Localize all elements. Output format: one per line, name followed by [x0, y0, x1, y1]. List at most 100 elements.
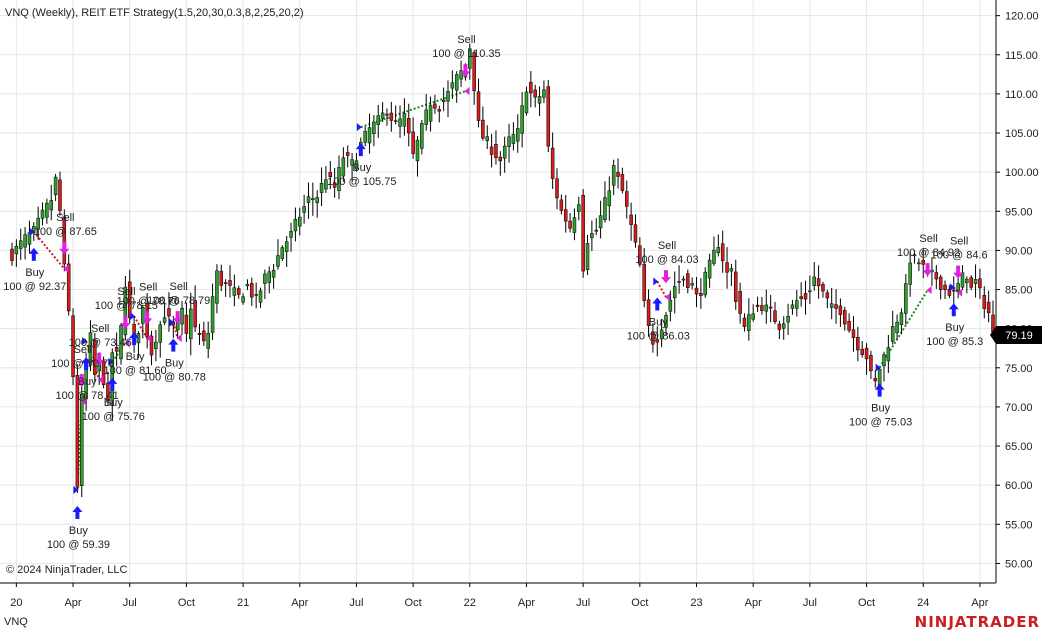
candle-body-up [119, 325, 123, 360]
candle-body-up [280, 247, 285, 259]
y-axis[interactable]: 50.0055.0060.0065.0070.0075.0080.0085.00… [996, 11, 1039, 571]
sell-price-label: 100 @ 84.03 [635, 254, 698, 266]
candle [158, 320, 162, 358]
candle-body-up [341, 157, 346, 177]
candle-body-down [202, 330, 206, 342]
buy-arrow-icon [355, 143, 366, 157]
candle-body-up [180, 307, 184, 325]
y-tick-label: 55.00 [1005, 519, 1033, 531]
candle-body-up [162, 317, 167, 323]
sell-label: Sell [170, 281, 188, 293]
candle-body-up [446, 91, 450, 102]
candle-body-up [154, 341, 158, 350]
candle-body-up [14, 245, 19, 255]
candle-body-up [298, 216, 302, 227]
candle-body-up [289, 231, 293, 238]
sell-label: Sell [457, 34, 475, 46]
buy-arrow-icon [107, 377, 118, 391]
candle [864, 343, 869, 375]
exit-marker-icon [124, 339, 130, 348]
y-tick-label: 60.00 [1005, 480, 1033, 492]
x-tick-label: Jul [123, 597, 137, 609]
candle-body-down [860, 348, 864, 356]
candle [668, 290, 673, 322]
candle [659, 318, 664, 348]
candle [36, 206, 40, 240]
candle [577, 196, 581, 221]
candle [978, 268, 982, 299]
buy-price-label: 100 @ 85.3 [926, 336, 983, 348]
candle-body-up [206, 333, 210, 349]
candle-body-up [337, 167, 341, 191]
x-tick-label: 24 [917, 597, 929, 609]
buy-arrow-icon [652, 297, 663, 311]
sell-arrow-icon [922, 263, 933, 277]
trade-connector-line [656, 280, 667, 298]
candle [716, 234, 721, 257]
candle [337, 155, 341, 200]
candle [882, 351, 886, 382]
candle-body-up [890, 326, 895, 342]
y-tick-label: 95.00 [1005, 206, 1033, 218]
candle-body-up [703, 271, 707, 296]
candle-body-down [803, 293, 808, 300]
sell-price-label: 100 @ 70.76 [51, 358, 114, 370]
candle-body-up [808, 290, 812, 293]
exit-marker-icon [957, 288, 963, 297]
candle [886, 334, 891, 373]
candle-body-down [193, 300, 197, 328]
x-axis[interactable]: 20 Apr Jul Oct 21 Apr Jul Oct 22 Apr Jul Oct 23 Apr Ju… [10, 583, 989, 609]
candle-body-up [311, 198, 315, 200]
candle [167, 292, 171, 332]
candle [393, 105, 398, 125]
candle [899, 308, 904, 335]
candle-body-up [415, 139, 420, 162]
candle [450, 70, 455, 99]
candle [546, 80, 551, 153]
candle [681, 275, 686, 287]
candle-body-up [659, 329, 664, 340]
candle-body-up [376, 115, 380, 125]
entry-marker-icon [29, 227, 35, 236]
candle [734, 259, 738, 310]
trade-connector-line [952, 286, 959, 294]
candle-body-down [254, 294, 258, 296]
y-tick-label: 90.00 [1005, 245, 1033, 257]
candle [516, 114, 520, 153]
candle-body-down [66, 263, 71, 312]
candle-body-down [228, 280, 232, 286]
candle [149, 330, 154, 366]
candle-body-up [367, 127, 372, 144]
candle-body-up [245, 284, 250, 287]
candle [529, 70, 533, 108]
candle [773, 301, 777, 325]
candle-body-down [760, 305, 764, 311]
candle [934, 265, 939, 289]
candle-body-down [938, 276, 943, 291]
candle [816, 265, 821, 299]
candle [293, 207, 298, 242]
candle-body-down [986, 301, 991, 314]
candle [14, 239, 19, 267]
candle-body-down [742, 317, 747, 327]
x-tick-label: Oct [858, 597, 875, 609]
candle-body-up [908, 262, 912, 285]
buy-price-label: 100 @ 75.76 [82, 411, 145, 423]
candle [707, 253, 712, 288]
x-tick-label: Apr [64, 597, 81, 609]
candle-body-down [389, 112, 394, 121]
candle [642, 248, 646, 308]
trade-connector-line [172, 322, 179, 339]
sell-arrow-icon [661, 270, 671, 284]
sell-label: Sell [91, 323, 109, 335]
buy-label: Buy [104, 397, 123, 409]
candle-body-up [420, 123, 424, 149]
candle-body-down [236, 288, 241, 295]
candle [838, 298, 843, 327]
candle-body-up [158, 324, 162, 343]
trade-labels: Buy 100 @ 92.37 Sell 100 @ 87.65 Buy 100 @ 59… [3, 34, 987, 551]
candle [241, 293, 245, 305]
candle-body-up [960, 272, 965, 288]
candle-body-down [184, 314, 189, 334]
x-tick-label: 21 [237, 597, 249, 609]
